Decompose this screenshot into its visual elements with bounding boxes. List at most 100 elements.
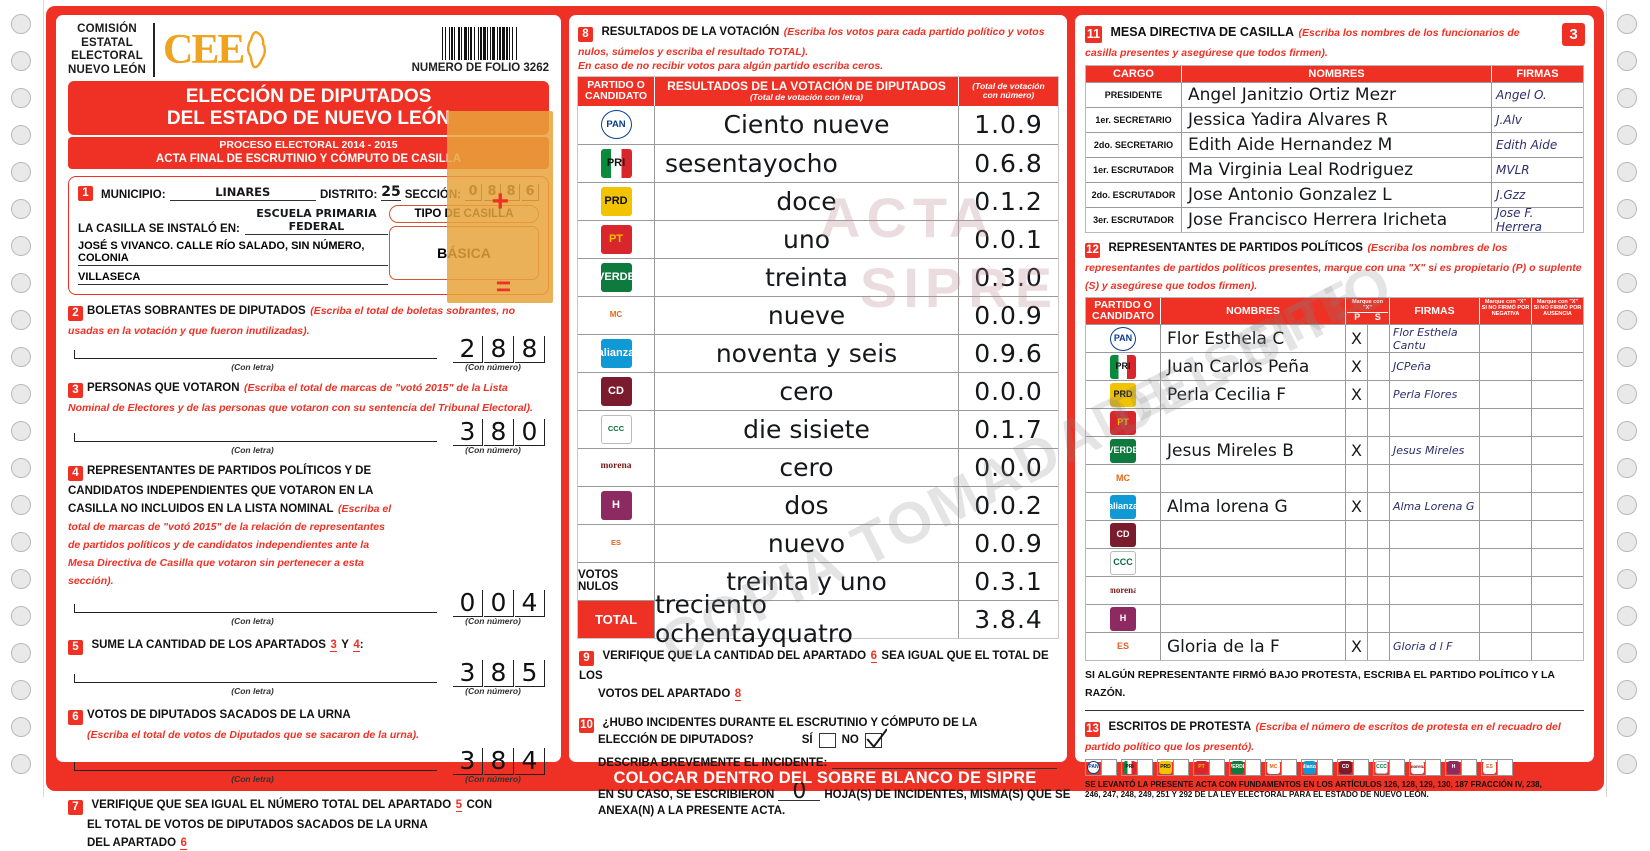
protest-note-input[interactable] — [1085, 710, 1584, 712]
section-4-letter-line[interactable] — [74, 604, 437, 614]
rep-negativa-cell[interactable] — [1479, 409, 1531, 437]
results-number-cell[interactable]: 0.6.8 — [958, 144, 1058, 182]
address-line-3[interactable]: VILLASECA — [78, 271, 388, 286]
rep-ausencia-cell[interactable] — [1531, 493, 1583, 521]
rep-firma-cell[interactable] — [1389, 465, 1479, 493]
rep-propietario-cell[interactable]: X — [1345, 325, 1367, 353]
rep-negativa-cell[interactable] — [1479, 353, 1531, 381]
rep-suplente-cell[interactable] — [1367, 353, 1389, 381]
protest-count-input[interactable] — [1425, 760, 1440, 776]
results-number-cell[interactable]: 0.0.9 — [958, 296, 1058, 334]
section-5-digit-1[interactable]: 3 — [453, 660, 483, 688]
municipio-value[interactable]: LINARES — [169, 185, 316, 202]
rep-ausencia-cell[interactable] — [1531, 577, 1583, 605]
results-letters-cell[interactable]: treinta y uno — [654, 562, 958, 600]
rep-ausencia-cell[interactable] — [1531, 409, 1583, 437]
results-number-cell[interactable]: 0.3.1 — [958, 562, 1058, 600]
section-4-digits[interactable]: 0 0 4 — [441, 590, 545, 618]
rep-firma-cell[interactable] — [1389, 521, 1479, 549]
rep-negativa-cell[interactable] — [1479, 465, 1531, 493]
results-letters-cell[interactable]: dos — [654, 486, 958, 524]
section-5-letter-line[interactable] — [74, 674, 437, 684]
rep-propietario-cell[interactable]: X — [1345, 353, 1367, 381]
rep-firma-cell[interactable]: Perla Flores — [1389, 381, 1479, 409]
rep-negativa-cell[interactable] — [1479, 605, 1531, 633]
results-number-cell[interactable]: 0.1.2 — [958, 182, 1058, 220]
results-number-cell[interactable]: 0.0.0 — [958, 448, 1058, 486]
rep-ausencia-cell[interactable] — [1531, 633, 1583, 661]
mesa-nombre-cell[interactable]: Jose Francisco Herrera Iricheta — [1181, 208, 1491, 232]
rep-nombre-cell[interactable]: Perla Cecilia F — [1160, 381, 1345, 409]
protest-count-input[interactable] — [1137, 760, 1152, 776]
rep-nombre-cell[interactable]: Alma lorena G — [1160, 493, 1345, 521]
results-letters-cell[interactable]: sesentayocho — [654, 144, 958, 182]
results-number-cell[interactable]: 3.8.4 — [958, 600, 1058, 638]
protest-box-cd[interactable]: CD — [1337, 759, 1369, 777]
rep-firma-cell[interactable] — [1389, 409, 1479, 437]
protest-count-input[interactable] — [1209, 760, 1224, 776]
results-number-cell[interactable]: 0.0.2 — [958, 486, 1058, 524]
results-number-cell[interactable]: 0.3.0 — [958, 258, 1058, 296]
results-letters-cell[interactable]: doce — [654, 182, 958, 220]
results-letters-cell[interactable]: noventa y seis — [654, 334, 958, 372]
results-letters-cell[interactable]: die sisiete — [654, 410, 958, 448]
distrito-value[interactable]: 25 — [381, 184, 401, 202]
section-6-letter-line[interactable] — [74, 762, 437, 772]
section-2-digits[interactable]: 2 8 8 — [441, 336, 545, 364]
incidentes-si-checkbox[interactable] — [818, 732, 836, 748]
protest-count-input[interactable] — [1461, 760, 1476, 776]
section-6-digit-2[interactable]: 8 — [484, 748, 514, 776]
protest-box-pt[interactable]: PT — [1193, 759, 1225, 777]
rep-nombre-cell[interactable]: Juan Carlos Peña — [1160, 353, 1345, 381]
mesa-firma-cell[interactable]: Angel O. — [1491, 83, 1583, 107]
protest-box-hum[interactable]: H — [1445, 759, 1477, 777]
mesa-nombre-cell[interactable]: Jose Antonio Gonzalez L — [1181, 183, 1491, 207]
rep-suplente-cell[interactable] — [1367, 633, 1389, 661]
rep-nombre-cell[interactable]: Jesus Mireles B — [1160, 437, 1345, 465]
section-5-digit-3[interactable]: 5 — [515, 660, 545, 688]
rep-propietario-cell[interactable] — [1345, 521, 1367, 549]
mesa-firma-cell[interactable]: J.Alv — [1491, 108, 1583, 132]
protest-box-morena[interactable]: morena — [1409, 759, 1441, 777]
rep-firma-cell[interactable] — [1389, 605, 1479, 633]
mesa-nombre-cell[interactable]: Edith Aide Hernandez M — [1181, 133, 1491, 157]
rep-negativa-cell[interactable] — [1479, 633, 1531, 661]
rep-nombre-cell[interactable] — [1160, 409, 1345, 437]
rep-propietario-cell[interactable]: X — [1345, 493, 1367, 521]
rep-propietario-cell[interactable]: X — [1345, 381, 1367, 409]
rep-ausencia-cell[interactable] — [1531, 465, 1583, 493]
rep-suplente-cell[interactable] — [1367, 577, 1389, 605]
protest-box-pri[interactable]: PRI — [1121, 759, 1153, 777]
rep-firma-cell[interactable]: Alma Lorena G — [1389, 493, 1479, 521]
section-6-digits[interactable]: 3 8 4 — [441, 748, 545, 776]
protest-count-input[interactable] — [1497, 760, 1512, 776]
rep-ausencia-cell[interactable] — [1531, 381, 1583, 409]
protest-box-verde[interactable]: VERDE — [1229, 759, 1261, 777]
mesa-firma-cell[interactable]: Edith Aide — [1491, 133, 1583, 157]
rep-suplente-cell[interactable] — [1367, 437, 1389, 465]
rep-firma-cell[interactable]: JCPeña — [1389, 353, 1479, 381]
results-letters-cell[interactable]: treciento ochentayquatro — [654, 590, 958, 648]
rep-ausencia-cell[interactable] — [1531, 353, 1583, 381]
rep-suplente-cell[interactable] — [1367, 381, 1389, 409]
mesa-firma-cell[interactable]: Jose F. Herrera — [1491, 208, 1583, 232]
rep-nombre-cell[interactable]: Gloria de la F — [1160, 633, 1345, 661]
section-3-digit-2[interactable]: 8 — [484, 419, 514, 447]
rep-nombre-cell[interactable] — [1160, 605, 1345, 633]
mesa-nombre-cell[interactable]: Jessica Yadira Alvares R — [1181, 108, 1491, 132]
results-number-cell[interactable]: 0.9.6 — [958, 334, 1058, 372]
rep-suplente-cell[interactable] — [1367, 521, 1389, 549]
protest-box-es[interactable]: ES — [1481, 759, 1513, 777]
rep-firma-cell[interactable]: Flor Esthela Cantu — [1389, 325, 1479, 353]
section-2-digit-3[interactable]: 8 — [515, 336, 545, 364]
results-number-cell[interactable]: 0.1.7 — [958, 410, 1058, 448]
section-5-digit-2[interactable]: 8 — [484, 660, 514, 688]
rep-propietario-cell[interactable] — [1345, 409, 1367, 437]
rep-nombre-cell[interactable] — [1160, 521, 1345, 549]
section-3-digit-1[interactable]: 3 — [453, 419, 483, 447]
rep-negativa-cell[interactable] — [1479, 577, 1531, 605]
section-6-digit-3[interactable]: 4 — [515, 748, 545, 776]
incidentes-no-checkbox[interactable] — [864, 728, 887, 748]
rep-propietario-cell[interactable] — [1345, 549, 1367, 577]
rep-nombre-cell[interactable] — [1160, 465, 1345, 493]
